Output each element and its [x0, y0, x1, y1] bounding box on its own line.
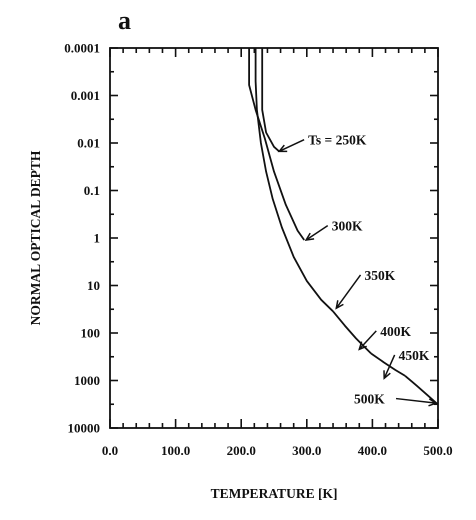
curve-label: 300K	[332, 219, 363, 234]
y-axis-ticks: 0.0001 0.001 0.01 0.1 1 10 100 1000 10000	[64, 41, 438, 436]
arrow-head	[277, 144, 288, 153]
curve-label: 350K	[365, 268, 396, 283]
temperature-profile-line	[261, 48, 280, 153]
annotation-arrow	[305, 225, 329, 241]
arrow-head	[428, 398, 438, 407]
y-tick-label: 10	[87, 278, 100, 293]
annotation-arrow	[278, 138, 305, 153]
x-tick-label: 100.0	[161, 443, 190, 458]
annotations: Ts = 250K 300K 350K 400K 450K 500K	[277, 133, 438, 407]
plot-frame	[109, 47, 439, 429]
annotation-arrow	[358, 330, 377, 350]
y-tick-label: 100	[81, 326, 101, 341]
arrow-head	[358, 341, 367, 351]
temperature-profile-line	[248, 48, 305, 241]
temperature-profile-line	[332, 310, 372, 355]
panel-letter: a	[118, 6, 131, 35]
y-tick-label: 0.1	[84, 183, 100, 198]
x-tick-label: 0.0	[102, 443, 118, 458]
x-tick-label: 300.0	[292, 443, 321, 458]
x-tick-label: 400.0	[358, 443, 387, 458]
arrow-head	[304, 232, 315, 241]
annotation-arrow	[395, 397, 437, 404]
temperature-profile-line	[254, 48, 334, 312]
temperature-profile-line	[404, 375, 439, 406]
curve-label: 500K	[354, 392, 385, 407]
y-tick-label: 10000	[68, 421, 101, 436]
y-tick-label: 0.001	[71, 88, 100, 103]
arrow-head	[383, 370, 391, 380]
curve-label: Ts = 250K	[308, 133, 367, 148]
annotation-arrow	[383, 354, 396, 379]
y-tick-label: 1	[94, 231, 101, 246]
annotation-arrow	[335, 274, 362, 309]
y-tick-label: 0.0001	[64, 41, 100, 56]
x-tick-label: 200.0	[227, 443, 256, 458]
y-tick-label: 0.01	[77, 136, 100, 151]
x-tick-label: 500.0	[423, 443, 452, 458]
curve-label: 400K	[380, 324, 411, 339]
x-axis-title: TEMPERATURE [K]	[211, 486, 338, 501]
arrow-head	[335, 300, 344, 310]
curve-label: 450K	[399, 348, 430, 363]
y-tick-label: 1000	[74, 373, 100, 388]
y-axis-title: NORMAL OPTICAL DEPTH	[28, 150, 43, 325]
x-axis-ticks: 0.0 100.0 200.0 300.0 400.0 500.0	[102, 48, 453, 458]
